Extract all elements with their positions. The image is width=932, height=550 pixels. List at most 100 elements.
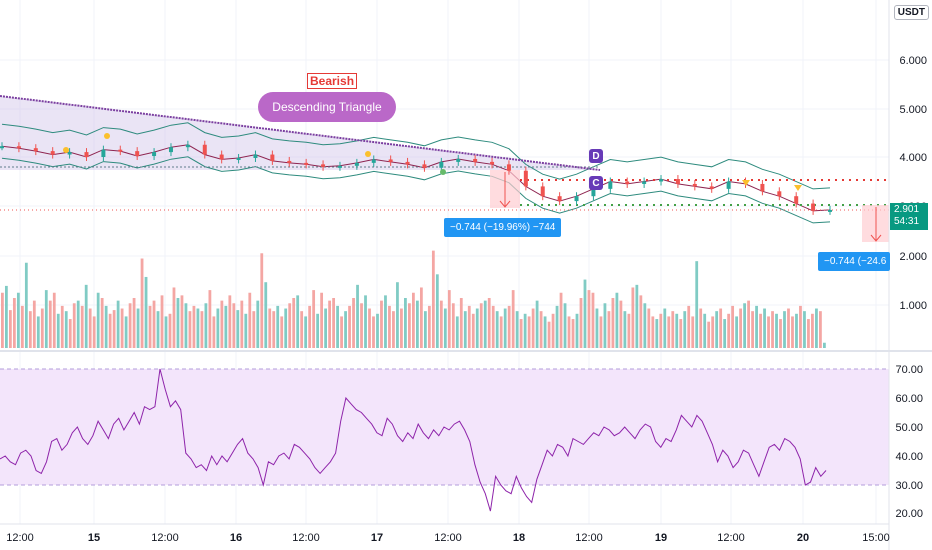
currency-label[interactable]: USDT <box>893 5 929 20</box>
volume-bar <box>196 308 200 348</box>
volume-bar <box>599 316 603 348</box>
volume-bar <box>811 313 814 348</box>
volume-bar <box>643 303 647 348</box>
time-tick-label: 17 <box>371 532 383 544</box>
volume-bar <box>503 308 507 348</box>
volume-bar <box>419 287 423 348</box>
candle-body <box>168 147 173 153</box>
volume-bar <box>475 308 479 348</box>
volume-bar <box>64 311 68 348</box>
volume-bar <box>400 308 403 348</box>
candle-body <box>337 165 342 168</box>
volume-bar <box>404 298 407 348</box>
volume-bar <box>92 316 96 348</box>
volume-bar <box>515 311 519 348</box>
volume-bar <box>44 290 48 348</box>
volume-bar <box>352 298 355 348</box>
volume-bar <box>396 282 399 348</box>
volume-bar <box>791 316 794 348</box>
volume-bar <box>288 303 292 348</box>
candle-body <box>675 179 680 184</box>
volume-bar <box>635 284 639 348</box>
measure-readout-left: −0.744 (−19.96%) −744 <box>444 218 562 237</box>
measure-arrowhead-left <box>499 200 511 208</box>
price-tick-label: 2.000 <box>899 251 927 263</box>
volume-bar <box>755 305 758 348</box>
point-c-label: C <box>589 176 603 190</box>
volume-bar <box>344 311 347 348</box>
candle-body <box>33 148 38 152</box>
rsi-tick-label: 70.00 <box>895 364 923 376</box>
volume-bar <box>268 308 272 348</box>
candle-body <box>574 196 579 202</box>
last-price-countdown: 54:31 <box>894 216 920 227</box>
volume-bar <box>72 303 76 348</box>
candle-body <box>304 162 309 165</box>
time-tick-label: 15 <box>88 532 100 544</box>
candle-body <box>642 181 647 184</box>
volume-bar <box>611 298 615 348</box>
volume-bar <box>184 303 188 348</box>
volume-bar <box>232 303 236 348</box>
signal-triangle <box>794 185 802 191</box>
volume-bar <box>40 308 44 348</box>
signal-markers <box>63 133 802 191</box>
volume-bar <box>300 311 304 348</box>
candle-body <box>828 209 832 212</box>
candle-body <box>202 144 207 155</box>
volume-bar <box>160 295 164 348</box>
candle-body <box>354 162 359 166</box>
candle-body <box>659 179 664 182</box>
volume-bar <box>783 311 786 348</box>
volume-bar <box>463 311 467 348</box>
volume-bar <box>499 316 503 348</box>
volume-bar <box>511 290 515 348</box>
candle-body <box>506 164 511 171</box>
volume-bar <box>459 298 463 348</box>
volume-bar <box>775 313 778 348</box>
volume-bar <box>228 295 232 348</box>
candles <box>0 140 832 215</box>
rsi-tick-label: 30.00 <box>895 480 923 492</box>
volume-bar <box>4 285 8 348</box>
volume-bar <box>60 305 64 348</box>
candle-body <box>219 154 224 160</box>
last-price-badge: 2.901 54:31 <box>890 203 928 230</box>
volume-bar <box>763 308 766 348</box>
volume-bar <box>743 303 746 348</box>
volume-bar <box>296 295 300 348</box>
time-tick-label: 12:00 <box>434 532 462 544</box>
volume-bar <box>36 316 40 348</box>
volume-bar <box>715 311 719 348</box>
candle-body <box>405 161 410 165</box>
volume-bar <box>376 313 379 348</box>
candle-body <box>135 151 140 157</box>
volume-bar <box>172 287 176 348</box>
volume-bar <box>747 300 750 348</box>
price-tick-label: 4.000 <box>899 152 927 164</box>
time-tick-label: 12:00 <box>292 532 320 544</box>
volume-bar <box>56 313 60 348</box>
volume-bar <box>332 298 335 348</box>
volume-bar <box>328 300 331 348</box>
volume-bar <box>120 308 124 348</box>
volume-bar <box>691 316 695 348</box>
volume-bar <box>48 300 52 348</box>
volume-bar <box>655 319 659 348</box>
rsi-line <box>0 368 827 512</box>
volume-bar <box>683 311 687 348</box>
volume-bar <box>360 303 363 348</box>
candle-body <box>101 149 106 157</box>
volume-bar <box>507 305 511 348</box>
volume-bar <box>623 311 627 348</box>
volume-bar <box>679 319 683 348</box>
candle-body <box>709 186 714 189</box>
volume-bar <box>563 303 567 348</box>
volume-bar <box>148 305 152 348</box>
pattern-label[interactable]: Descending Triangle <box>258 92 396 122</box>
volume-bar <box>132 298 136 348</box>
volume-bar <box>819 311 822 348</box>
candle-body <box>84 152 89 157</box>
rsi-tick-label: 40.00 <box>895 451 923 463</box>
